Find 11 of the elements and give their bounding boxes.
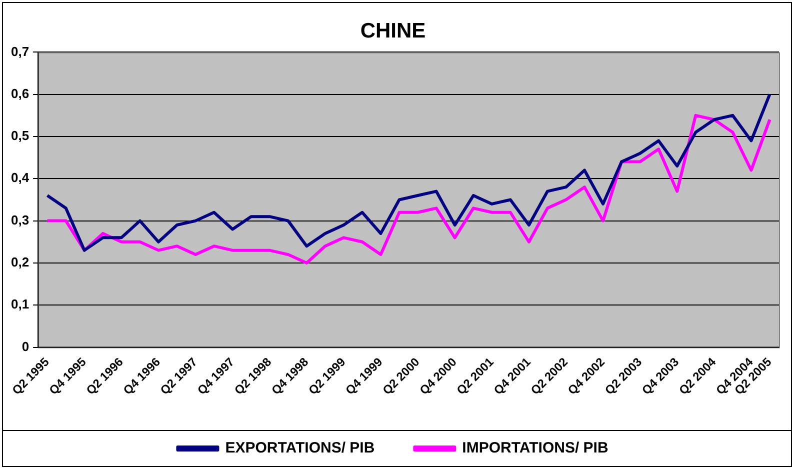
legend-label: EXPORTATIONS/ PIB [225,440,375,457]
y-tick-label: 0,3 [10,212,30,228]
y-tick-label: 0 [22,338,30,354]
y-tick-label: 0,4 [10,170,30,186]
y-tick-label: 0,6 [10,86,30,101]
legend-label: IMPORTATIONS/ PIB [462,440,608,457]
chart-title: CHINE [360,19,426,42]
y-tick-label: 0,1 [10,296,30,312]
y-tick-label: 0,2 [10,254,30,270]
y-tick-label: 0,7 [10,44,30,59]
y-tick-label: 0,5 [10,128,30,144]
